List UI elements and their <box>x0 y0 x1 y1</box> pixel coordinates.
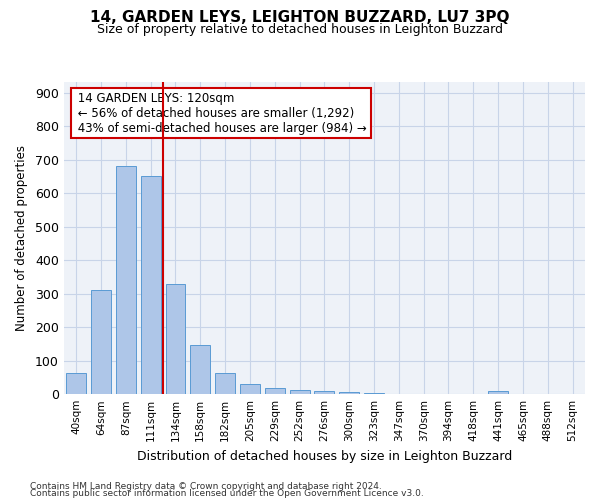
Bar <box>314 392 334 394</box>
Bar <box>339 392 359 394</box>
Text: Size of property relative to detached houses in Leighton Buzzard: Size of property relative to detached ho… <box>97 22 503 36</box>
Bar <box>488 392 508 394</box>
Y-axis label: Number of detached properties: Number of detached properties <box>15 146 28 332</box>
Bar <box>190 344 210 394</box>
Bar <box>66 374 86 394</box>
Bar <box>141 176 161 394</box>
Bar <box>364 392 384 394</box>
Text: 14, GARDEN LEYS, LEIGHTON BUZZARD, LU7 3PQ: 14, GARDEN LEYS, LEIGHTON BUZZARD, LU7 3… <box>90 10 510 25</box>
Bar <box>116 166 136 394</box>
Text: Contains public sector information licensed under the Open Government Licence v3: Contains public sector information licen… <box>30 490 424 498</box>
Bar <box>290 390 310 394</box>
Bar <box>240 384 260 394</box>
X-axis label: Distribution of detached houses by size in Leighton Buzzard: Distribution of detached houses by size … <box>137 450 512 462</box>
Text: Contains HM Land Registry data © Crown copyright and database right 2024.: Contains HM Land Registry data © Crown c… <box>30 482 382 491</box>
Bar <box>166 284 185 394</box>
Text: 14 GARDEN LEYS: 120sqm
 ← 56% of detached houses are smaller (1,292)
 43% of sem: 14 GARDEN LEYS: 120sqm ← 56% of detached… <box>74 92 367 135</box>
Bar <box>215 374 235 394</box>
Bar <box>91 290 111 394</box>
Bar <box>265 388 284 394</box>
